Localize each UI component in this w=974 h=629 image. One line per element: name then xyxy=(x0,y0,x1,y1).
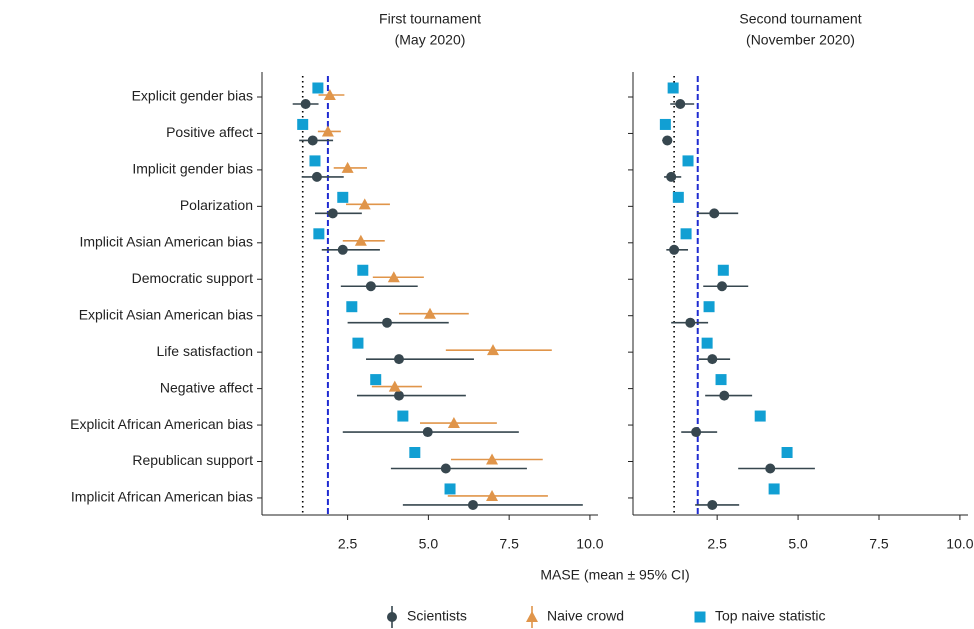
top-statistic-point xyxy=(313,228,325,240)
scientist-point xyxy=(300,99,311,109)
scientist-point xyxy=(440,463,451,474)
top-statistic-point xyxy=(717,264,729,276)
top-statistic-point xyxy=(312,82,324,94)
scientist-point xyxy=(337,244,348,255)
y-tick-label: Explicit gender bias xyxy=(132,88,253,104)
top-statistic-point xyxy=(397,410,409,422)
top-statistic-point xyxy=(352,337,364,349)
legend-marker xyxy=(694,611,706,623)
top-statistic-point xyxy=(715,374,727,386)
y-tick-label: Implicit Asian American bias xyxy=(79,234,253,250)
top-statistic-point xyxy=(309,155,321,167)
top-statistic-point xyxy=(781,447,793,458)
scientist-point xyxy=(662,135,673,146)
naive-crowd-point xyxy=(388,380,401,392)
panel-subtitle: (May 2020) xyxy=(395,32,466,48)
scientist-point xyxy=(717,281,728,292)
scientist-point xyxy=(365,281,376,292)
y-tick-label: Explicit Asian American bias xyxy=(79,306,253,322)
y-tick-label: Explicit African American bias xyxy=(70,416,253,432)
x-tick-label: 7.5 xyxy=(869,536,889,552)
scientist-point xyxy=(393,390,404,401)
scientist-point xyxy=(393,354,404,365)
top-statistic-point xyxy=(357,264,369,276)
y-tick-label: Positive affect xyxy=(166,124,253,140)
legend-label: Naive crowd xyxy=(547,608,624,624)
top-statistic-point xyxy=(444,483,456,495)
y-tick-label: Democratic support xyxy=(132,270,253,286)
x-axis-label: MASE (mean ± 95% CI) xyxy=(540,567,689,583)
top-statistic-point xyxy=(768,483,780,495)
legend-marker xyxy=(387,612,397,622)
naive-crowd-point xyxy=(486,453,499,465)
top-statistic-point xyxy=(297,118,309,130)
scientist-point xyxy=(307,135,318,146)
scientist-point xyxy=(467,499,478,510)
x-tick-label: 2.5 xyxy=(707,536,727,552)
scientist-point xyxy=(691,427,702,438)
top-statistic-point xyxy=(703,301,715,313)
naive-crowd-point xyxy=(354,234,367,246)
legend-label: Top naive statistic xyxy=(715,608,826,624)
scientist-point xyxy=(666,171,677,182)
top-statistic-point xyxy=(680,228,692,240)
top-statistic-point xyxy=(409,447,421,458)
x-tick-label: 7.5 xyxy=(499,536,519,552)
scientist-point xyxy=(422,427,433,438)
y-tick-label: Polarization xyxy=(180,197,253,213)
x-tick-label: 5.0 xyxy=(419,536,439,552)
y-tick-label: Negative affect xyxy=(160,379,253,395)
scientist-point xyxy=(675,99,686,109)
naive-crowd-point xyxy=(341,161,354,173)
y-tick-label: Republican support xyxy=(132,452,253,468)
scientist-point xyxy=(327,208,338,219)
panel-title: First tournament xyxy=(379,11,481,27)
naive-crowd-point xyxy=(486,489,499,501)
scientist-point xyxy=(311,171,322,182)
x-tick-label: 10.0 xyxy=(946,536,973,552)
scientist-point xyxy=(707,354,718,365)
legend-label: Scientists xyxy=(407,608,467,624)
scientist-point xyxy=(669,244,680,255)
top-statistic-point xyxy=(672,191,684,203)
top-statistic-point xyxy=(337,191,349,203)
top-statistic-point xyxy=(682,155,694,167)
panel-title: Second tournament xyxy=(739,11,861,27)
panel-subtitle: (November 2020) xyxy=(746,32,855,48)
naive-crowd-point xyxy=(424,307,436,319)
naive-crowd-point xyxy=(447,417,460,429)
scientist-point xyxy=(685,317,696,328)
top-statistic-point xyxy=(659,118,671,130)
x-tick-label: 2.5 xyxy=(338,536,358,552)
naive-crowd-point xyxy=(323,89,336,100)
top-statistic-point xyxy=(754,410,766,422)
scientist-point xyxy=(382,317,393,328)
scientist-point xyxy=(719,390,730,401)
scientist-point xyxy=(707,499,718,510)
scientist-point xyxy=(765,463,776,474)
x-tick-label: 5.0 xyxy=(788,536,808,552)
top-statistic-point xyxy=(701,337,713,349)
top-statistic-point xyxy=(667,82,679,94)
x-tick-label: 10.0 xyxy=(576,536,603,552)
legend-marker xyxy=(526,611,538,622)
naive-crowd-point xyxy=(321,125,334,137)
naive-crowd-point xyxy=(358,198,371,210)
scientist-point xyxy=(709,208,720,219)
top-statistic-point xyxy=(346,301,358,313)
naive-crowd-point xyxy=(387,271,400,283)
y-tick-label: Life satisfaction xyxy=(157,343,254,359)
y-tick-label: Implicit gender bias xyxy=(132,161,253,177)
naive-crowd-point xyxy=(487,344,499,356)
y-tick-label: Implicit African American bias xyxy=(71,489,253,505)
top-statistic-point xyxy=(370,374,382,386)
